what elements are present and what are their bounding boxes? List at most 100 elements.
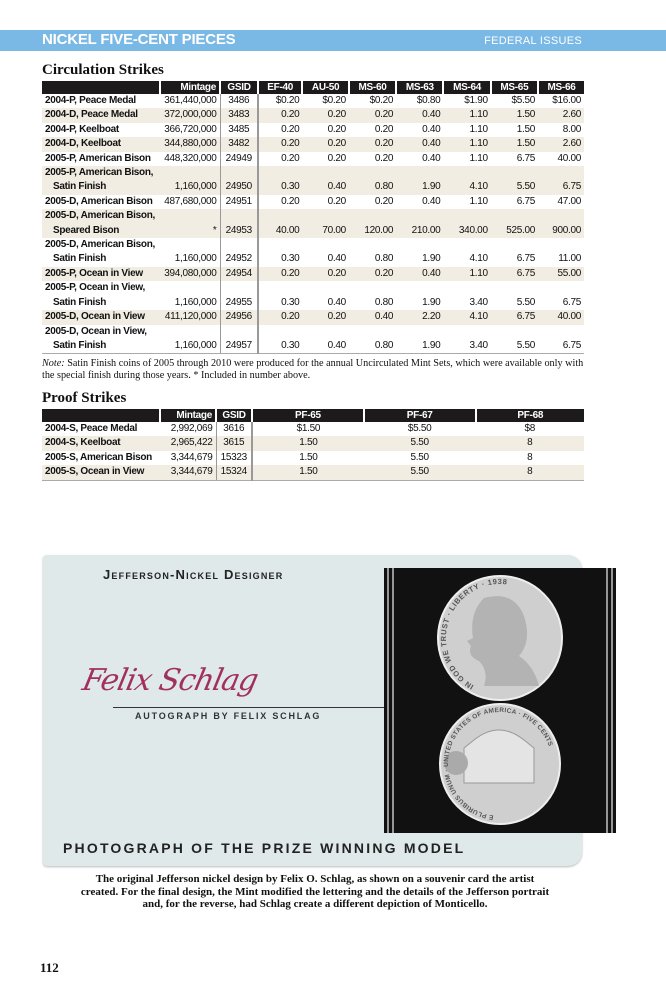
gsid-cell: 24956 <box>219 310 259 325</box>
price-cell: 5.50 <box>490 324 538 355</box>
price-cell: 4.10 <box>469 253 488 265</box>
column-header: Mintage <box>159 81 220 94</box>
table-row: 2004-D, Peace Medal 372,000,000 3483 0.20 0.… <box>42 108 584 123</box>
price-cell: 40.00 <box>557 152 581 164</box>
column-header: PF-68 <box>474 409 584 422</box>
price-cell: 0.20 <box>327 152 347 164</box>
price-cell: 1.50 <box>490 137 538 152</box>
row-label-line: 2004-S, Keelboat <box>45 437 121 449</box>
mintage-cell: 1,160,000 <box>174 253 217 265</box>
price-cell: 4.10 <box>443 166 491 195</box>
price-cell: 0.20 <box>302 310 349 325</box>
price-cell: 3.40 <box>469 296 488 308</box>
table-row: 2004-P, Keelboat 366,720,000 3485 0.20 0.20 0… <box>42 122 584 138</box>
row-label-line: Speared Bison <box>53 224 120 236</box>
price-cell: 0.30 <box>281 253 300 265</box>
row-label-line: 2005-P, American Bison <box>45 152 151 164</box>
gsid-cell: 3616 <box>215 422 253 437</box>
column-header: Mintage <box>159 409 216 422</box>
mintage-cell: 448,320,000 <box>164 152 217 164</box>
mintage-cell: 3,344,679 <box>170 451 213 463</box>
row-label-line: 2005-D, American Bison <box>45 195 153 207</box>
row-label-line: 2005-P, American Bison, <box>45 167 154 179</box>
price-cell: 1.50 <box>490 108 538 123</box>
note-label: Note: <box>42 358 65 369</box>
gsid-cell: 15324 <box>215 465 253 481</box>
row-label: 2004-D, Peace Medal <box>42 108 160 123</box>
price-cell: 2.60 <box>538 137 584 152</box>
price-cell: 1.50 <box>252 436 364 451</box>
gsid-cell: 24955 <box>219 281 259 311</box>
price-cell: $1.90 <box>464 95 488 106</box>
price-cell: 1.50 <box>252 465 364 481</box>
price-cell: 1.90 <box>396 166 444 195</box>
row-label-line: Satin Finish <box>53 253 107 265</box>
gsid-cell: 24951 <box>219 194 259 210</box>
price-cell: 5.50 <box>363 436 476 451</box>
column-header: AU-50 <box>301 81 349 94</box>
price-cell: 0.30 <box>258 166 303 195</box>
price-cell: 0.20 <box>258 108 303 123</box>
price-cell: 0.20 <box>374 195 394 207</box>
row-label-line: 2004-D, Peace Medal <box>45 109 138 121</box>
mintage-cell: 1,160,000 <box>160 324 220 355</box>
price-cell: 8 <box>527 451 533 463</box>
row-label: 2004-P, Keelboat <box>42 123 160 137</box>
price-cell: 40.00 <box>258 209 303 239</box>
price-cell: 0.20 <box>302 266 349 282</box>
price-cell: 0.40 <box>396 266 444 282</box>
reverse-coin: E PLURIBUS UNUM · UNITED STATES OF AMERI… <box>439 703 561 825</box>
price-cell: 1.90 <box>396 324 444 355</box>
proof-strikes-table: Mintage GSID PF-65 PF-67 PF-68 2004-S, Peace … <box>42 409 584 481</box>
price-cell: $8 <box>524 423 536 434</box>
table-row: 2004-P, Peace Medal 361,440,000 3486 $0.20 $… <box>42 94 584 109</box>
price-cell: 11.00 <box>558 253 581 265</box>
price-cell: 1.10 <box>443 266 491 282</box>
price-cell: 0.30 <box>281 296 300 308</box>
row-label: 2005-P, Ocean in View, Satin Finish <box>42 281 160 310</box>
price-cell: 8 <box>475 436 584 451</box>
gsid-cell: 3483 <box>219 108 259 123</box>
table-row: 2004-S, Peace Medal 2,992,069 3616 $1.50 $5.… <box>42 422 584 437</box>
table-row: 2005-D, American Bison 487,680,000 24951 0.… <box>42 194 584 210</box>
price-cell: 0.20 <box>281 195 300 207</box>
row-label: 2004-S, Keelboat <box>42 436 160 451</box>
row-label-line: 2005-D, American Bison, <box>45 210 155 222</box>
price-cell: 0.40 <box>396 137 444 152</box>
mintage-cell: 3,344,679 <box>160 465 216 481</box>
price-cell: 6.75 <box>562 296 582 308</box>
row-label-line: 2005-S, American Bison <box>45 451 152 463</box>
row-label: 2005-S, American Bison <box>42 451 160 465</box>
mintage-cell: 366,720,000 <box>164 123 217 135</box>
price-cell: 0.20 <box>258 310 303 325</box>
price-cell: 2.60 <box>538 108 584 123</box>
price-cell: $1.50 <box>296 423 321 434</box>
price-cell: 1.90 <box>422 253 441 265</box>
row-label-line: 2004-S, Peace Medal <box>45 423 138 434</box>
row-label: 2005-D, American Bison, Satin Finish <box>42 238 160 267</box>
price-cell: 0.20 <box>374 123 394 135</box>
running-header: NICKEL FIVE-CENT PIECES FEDERAL ISSUES <box>0 30 666 51</box>
price-cell: 0.40 <box>327 296 347 308</box>
row-label: 2005-D, Ocean in View, Satin Finish <box>42 324 160 355</box>
mintage-cell: * <box>160 209 220 239</box>
mintage-cell: 361,440,000 <box>164 95 217 106</box>
price-cell: 0.30 <box>258 324 303 355</box>
circulation-strikes-table: Mintage GSID EF-40 AU-50 MS-60 MS-63 MS-64 MS-6… <box>42 81 584 355</box>
price-cell: 1.10 <box>469 152 488 164</box>
price-cell: 40.00 <box>538 310 584 325</box>
price-cell: 3.40 <box>443 324 491 355</box>
card-footer: PHOTOGRAPH OF THE PRIZE WINNING MODEL <box>63 840 466 856</box>
gsid-cell: 3615 <box>215 436 253 451</box>
price-cell: 1.10 <box>443 137 491 152</box>
circulation-strikes-heading: Circulation Strikes <box>42 62 164 78</box>
gsid-cell: 15323 <box>215 450 253 466</box>
price-cell: 0.40 <box>422 123 441 135</box>
signature: Felix Schlag <box>79 663 261 698</box>
gsid-cell: 24957 <box>219 324 259 355</box>
gsid-cell: 24954 <box>219 266 259 282</box>
note-text: Satin Finish coins of 2005 through 2010 … <box>42 358 584 381</box>
price-cell: 1.90 <box>422 296 441 308</box>
price-cell: 0.80 <box>348 166 397 195</box>
price-cell: 47.00 <box>557 195 581 207</box>
